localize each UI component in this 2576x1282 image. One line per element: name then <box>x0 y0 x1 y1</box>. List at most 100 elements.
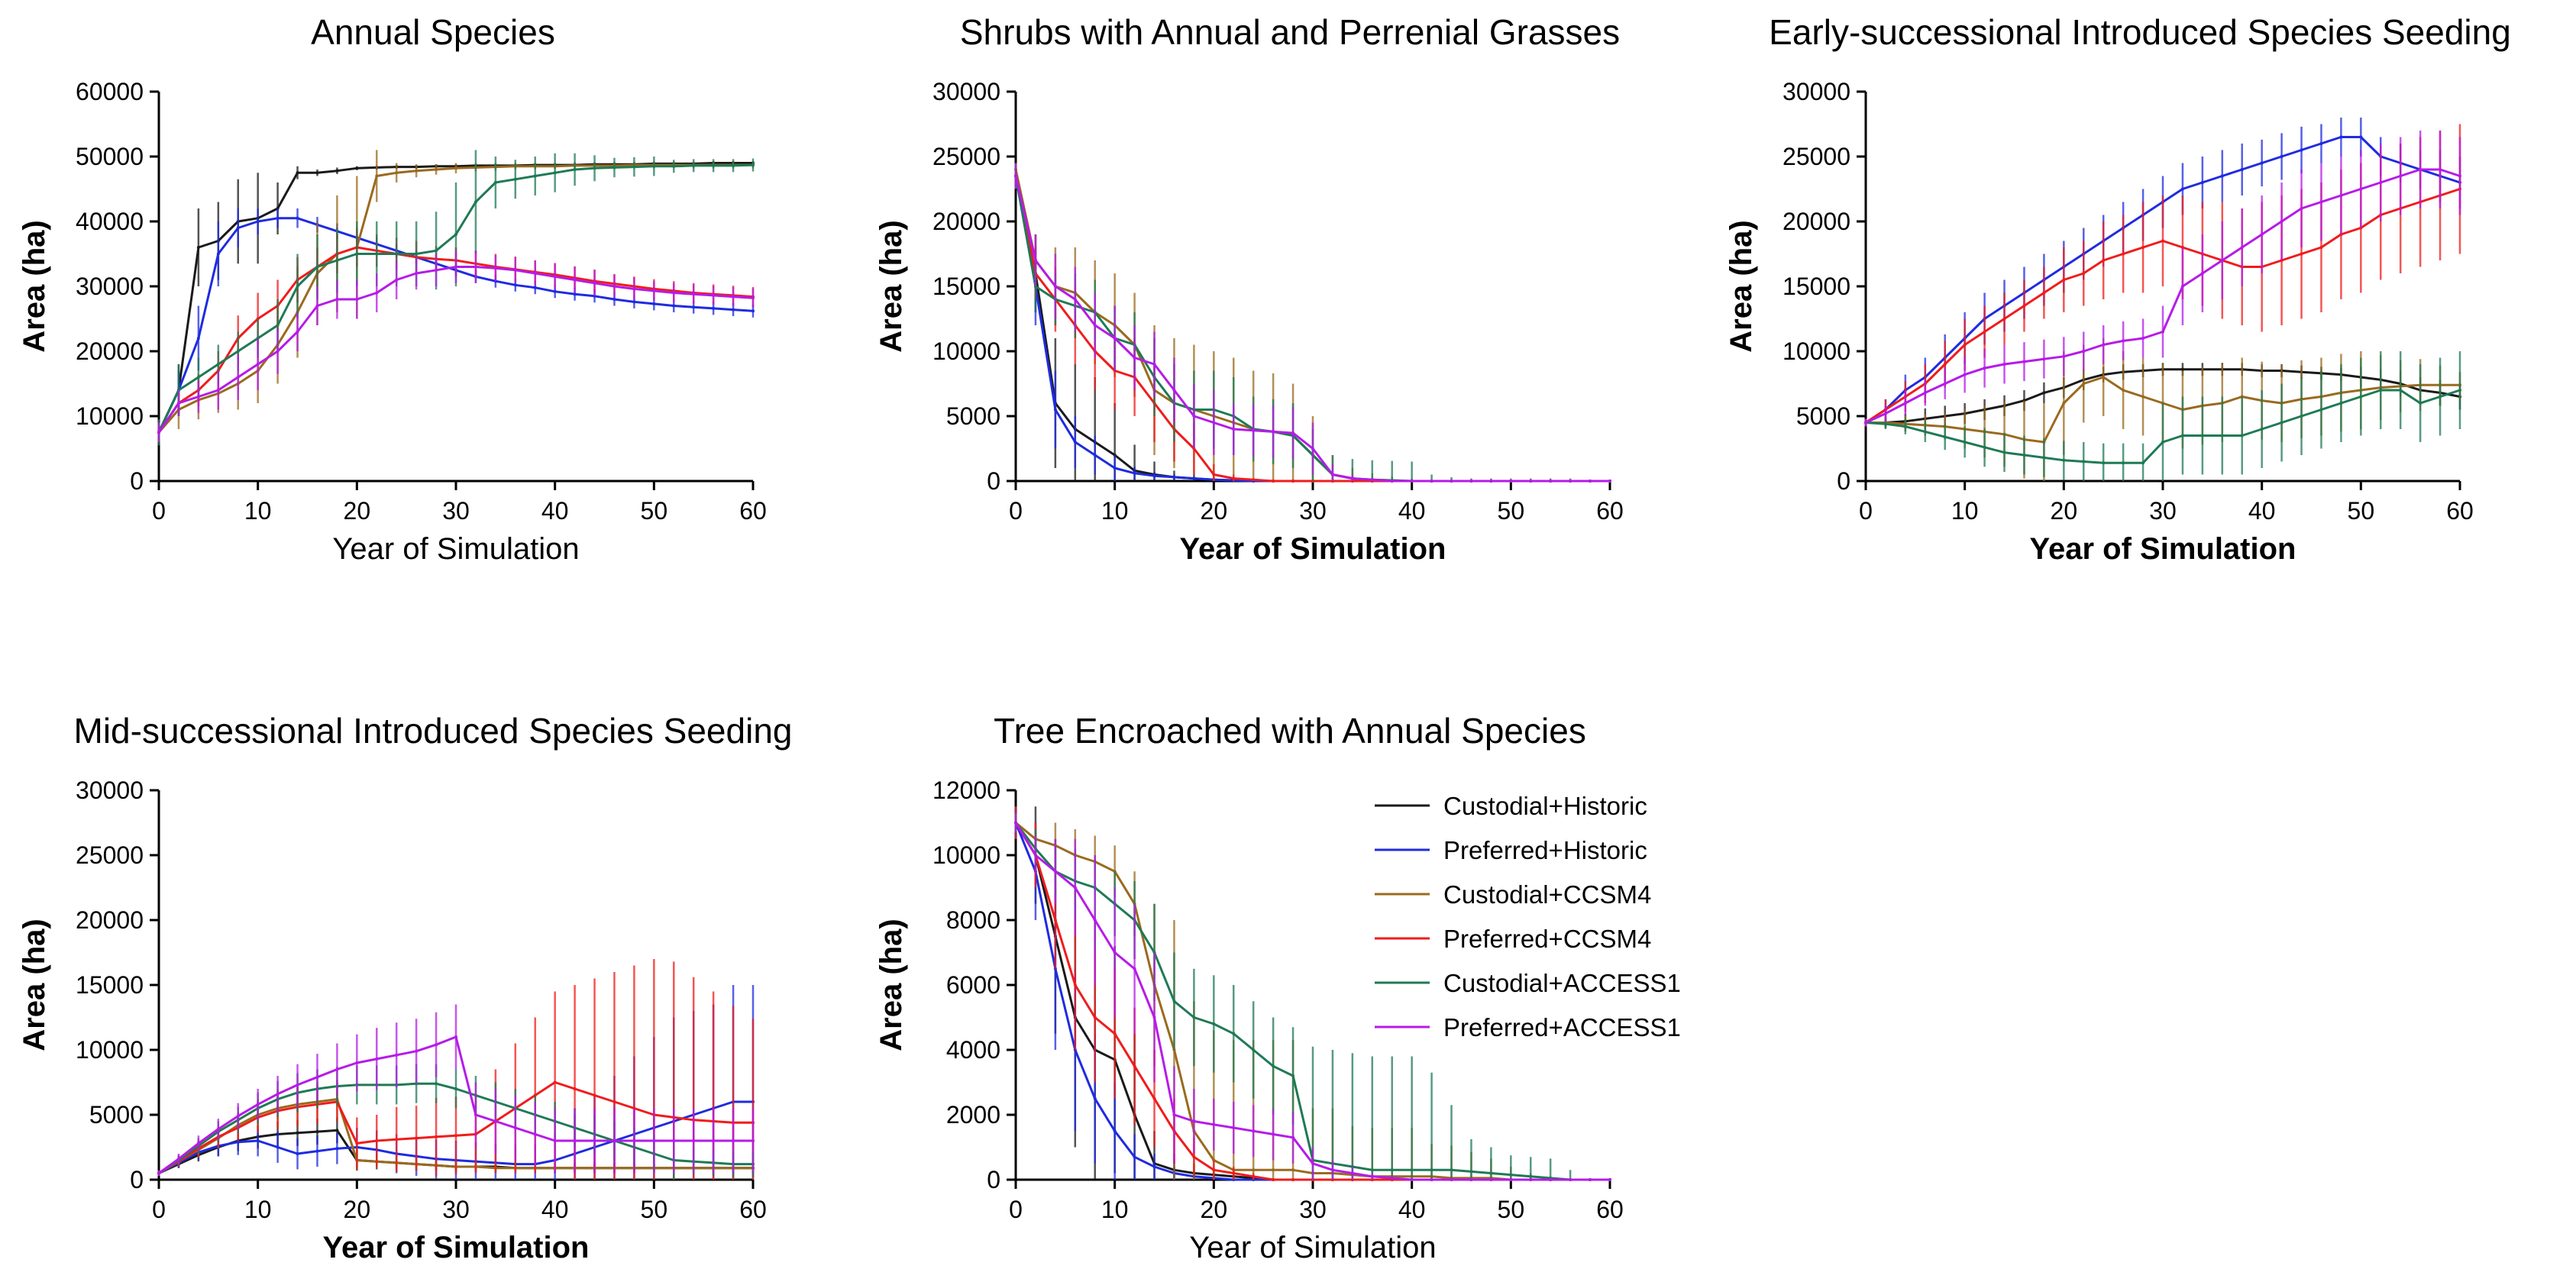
data-point <box>2280 421 2283 425</box>
x-tick-label: 30 <box>1299 1196 1327 1223</box>
data-point <box>2260 233 2264 236</box>
x-tick-label: 60 <box>739 497 767 525</box>
data-point <box>1549 1178 1553 1181</box>
y-tick-label: 20000 <box>1783 208 1850 235</box>
data-point <box>415 252 419 256</box>
legend-label: Custodial+ACCESS1 <box>1443 969 1681 997</box>
data-point <box>395 1053 399 1057</box>
y-tick-label: 5000 <box>946 402 1000 430</box>
data-point <box>1903 402 1907 405</box>
data-point <box>1430 1168 1433 1172</box>
data-point <box>1093 919 1097 922</box>
y-axis-label: Area (ha) <box>18 919 51 1051</box>
data-point <box>1252 478 1256 482</box>
data-point <box>1608 480 1611 483</box>
data-point <box>1133 1064 1136 1068</box>
data-point <box>553 171 557 175</box>
data-point <box>2022 454 2026 457</box>
x-tick-label: 0 <box>1859 497 1873 525</box>
data-point <box>1073 298 1077 301</box>
data-point <box>1291 431 1295 435</box>
data-point <box>573 278 577 282</box>
data-point <box>2399 174 2403 178</box>
data-point <box>513 177 517 181</box>
data-point <box>1509 1178 1513 1181</box>
data-point <box>2200 434 2204 438</box>
data-point <box>692 292 696 296</box>
data-point <box>2102 259 2106 262</box>
data-point <box>296 1152 299 1155</box>
y-tick-label: 0 <box>987 467 1000 495</box>
legend-label: Preferred+Historic <box>1443 836 1647 864</box>
data-point <box>1172 389 1176 392</box>
data-point <box>415 272 419 275</box>
legend-label: Custodial+Historic <box>1443 792 1647 820</box>
data-point <box>1272 1132 1275 1136</box>
data-point <box>1430 1178 1433 1181</box>
data-point <box>672 291 676 295</box>
data-point <box>395 171 399 175</box>
x-tick-label: 10 <box>1951 497 1979 525</box>
x-tick-label: 10 <box>1101 497 1129 525</box>
y-tick-label: 10000 <box>932 337 1000 365</box>
chart-title: Shrubs with Annual and Perrenial Grasses <box>960 12 1620 52</box>
data-point <box>533 174 537 178</box>
data-point <box>2161 330 2164 334</box>
series-preferred-access1 <box>1014 163 1611 483</box>
data-point <box>672 164 676 168</box>
y-axis-label: Area (ha) <box>1724 220 1758 352</box>
data-point <box>1252 428 1256 432</box>
data-point <box>435 268 438 272</box>
data-point <box>2062 354 2066 358</box>
data-point <box>513 268 517 272</box>
x-tick-label: 60 <box>739 1196 767 1223</box>
data-point <box>454 1035 457 1038</box>
data-point <box>276 216 280 220</box>
data-point <box>751 309 755 313</box>
data-point <box>573 1139 577 1142</box>
data-point <box>2180 434 2184 438</box>
x-tick-label: 40 <box>1398 1196 1426 1223</box>
data-point <box>712 1139 716 1142</box>
data-point <box>2359 135 2363 139</box>
data-point <box>1469 1178 1473 1181</box>
x-tick-label: 20 <box>1201 497 1228 525</box>
data-point <box>1172 475 1176 479</box>
x-tick-label: 50 <box>1498 497 1525 525</box>
data-point <box>652 302 656 305</box>
data-point <box>2240 434 2244 438</box>
data-point <box>2082 350 2086 353</box>
x-tick-label: 60 <box>1596 1196 1624 1223</box>
data-point <box>612 285 616 288</box>
data-point <box>2339 194 2343 197</box>
data-point <box>196 337 200 340</box>
data-point <box>1113 467 1117 470</box>
data-point <box>415 1049 419 1053</box>
x-axis-label: Year of Simulation <box>323 1231 590 1264</box>
data-point <box>395 1138 399 1142</box>
data-point <box>493 1119 497 1123</box>
data-point <box>1272 1064 1275 1068</box>
data-point <box>435 249 438 253</box>
data-point <box>1608 1178 1611 1181</box>
series-preferred-access1 <box>157 1004 755 1176</box>
data-point <box>157 1171 160 1175</box>
data-point <box>375 252 379 256</box>
data-point <box>315 1149 319 1153</box>
x-tick-label: 20 <box>2051 497 2078 525</box>
data-point <box>1983 330 1986 334</box>
data-point <box>2280 155 2283 158</box>
x-tick-label: 60 <box>1596 497 1624 525</box>
data-point <box>1291 1178 1295 1181</box>
data-point <box>1350 1171 1354 1175</box>
data-point <box>157 431 160 434</box>
y-tick-label: 6000 <box>946 971 1000 999</box>
data-point <box>2458 389 2461 392</box>
data-point <box>1133 471 1136 475</box>
data-point <box>176 1157 180 1161</box>
y-tick-label: 5000 <box>89 1101 144 1129</box>
data-point <box>672 304 676 308</box>
data-point <box>632 287 636 291</box>
data-point <box>1272 480 1275 483</box>
x-axis-label: Year of Simulation <box>1189 1231 1436 1264</box>
